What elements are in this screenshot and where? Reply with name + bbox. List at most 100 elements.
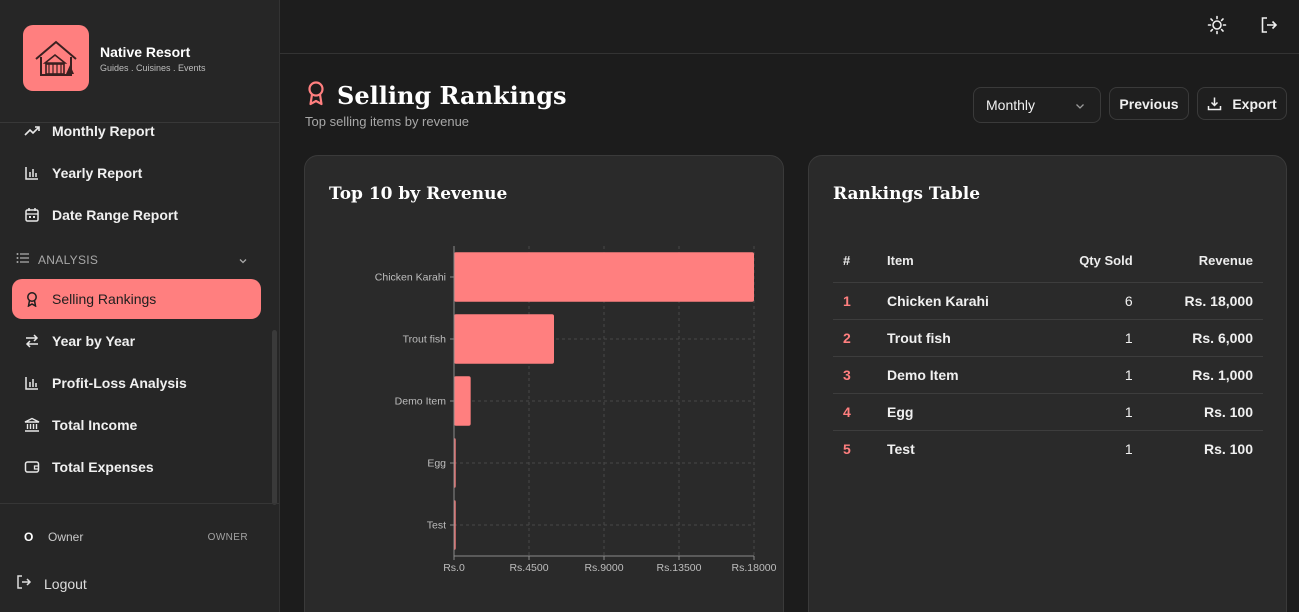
download-icon — [1207, 96, 1222, 111]
col-rank: # — [833, 240, 877, 283]
logout-button[interactable]: Logout — [16, 574, 87, 594]
previous-button-label: Previous — [1119, 95, 1179, 112]
sidebar-item-year-by-year[interactable]: Year by Year — [12, 321, 261, 361]
x-tick-label: Rs.0 — [443, 562, 465, 574]
rank-cell: 3 — [833, 356, 877, 394]
item-cell: Egg — [877, 393, 1043, 431]
brand-header: Native Resort Guides . Cuisines . Events — [0, 0, 279, 123]
table-row: 5 Test 1 Rs. 100 — [833, 430, 1263, 467]
sidebar-item-selling-rankings[interactable]: Selling Rankings — [12, 279, 261, 319]
table-header-row: # Item Qty Sold Revenue — [833, 240, 1263, 283]
bar — [454, 314, 554, 364]
col-revenue: Revenue — [1142, 240, 1263, 283]
sidebar: Native Resort Guides . Cuisines . Events… — [0, 0, 280, 612]
list-icon — [16, 251, 30, 269]
sidebar-item-label: Monthly Report — [52, 123, 155, 139]
brand-name: Native Resort — [100, 44, 191, 60]
table-row: 2 Trout fish 1 Rs. 6,000 — [833, 319, 1263, 357]
revenue-cell: Rs. 1,000 — [1142, 356, 1263, 394]
previous-button[interactable]: Previous — [1109, 87, 1189, 120]
y-tick-label: Demo Item — [395, 396, 447, 408]
table-row: 1 Chicken Karahi 6 Rs. 18,000 — [833, 282, 1263, 320]
avatar: O — [24, 530, 34, 544]
col-qty: Qty Sold — [1042, 240, 1143, 283]
resort-logo-icon — [23, 25, 89, 91]
rank-cell: 2 — [833, 319, 877, 357]
rank-cell: 1 — [833, 282, 877, 320]
chevron-down-icon — [238, 253, 248, 271]
section-label: ANALYSIS — [38, 253, 99, 267]
y-tick-label: Trout fish — [403, 334, 447, 346]
revenue-cell: Rs. 6,000 — [1142, 319, 1263, 357]
period-select[interactable]: Monthly — [973, 87, 1101, 123]
logout-icon — [16, 574, 32, 595]
sidebar-item-yearly-report[interactable]: Yearly Report — [12, 153, 261, 193]
chart-card: Top 10 by Revenue Chicken Karahi Trout fi… — [304, 155, 784, 612]
revenue-bar-chart: Chicken Karahi Trout fish Demo Item Egg Test… — [375, 246, 777, 574]
theme-toggle-button[interactable] — [1203, 13, 1231, 41]
sidebar-item-date-range-report[interactable]: Date Range Report — [12, 195, 261, 235]
brand-tagline: Guides . Cuisines . Events — [100, 63, 206, 73]
page-title: Selling Rankings — [337, 81, 567, 110]
export-button-label: Export — [1232, 95, 1277, 112]
award-icon — [305, 80, 327, 111]
item-cell: Trout fish — [877, 319, 1043, 357]
sidebar-item-monthly-report[interactable]: Monthly Report — [12, 111, 261, 151]
top-bar — [280, 0, 1299, 54]
qty-cell: 1 — [1042, 393, 1143, 431]
sidebar-item-label: Selling Rankings — [52, 291, 157, 307]
wallet-icon — [24, 459, 40, 475]
x-tick-label: Rs.4500 — [509, 562, 548, 574]
sidebar-divider — [0, 503, 279, 504]
y-tick-label: Test — [427, 520, 446, 532]
sidebar-item-label: Date Range Report — [52, 207, 179, 223]
sidebar-scrollbar[interactable] — [272, 330, 277, 505]
revenue-cell: Rs. 18,000 — [1142, 282, 1263, 320]
x-tick-label: Rs.18000 — [732, 562, 777, 574]
sidebar-item-label: Total Income — [52, 417, 138, 433]
sidebar-item-profit-loss-analysis[interactable]: Profit-Loss Analysis — [12, 363, 261, 403]
revenue-cell: Rs. 100 — [1142, 393, 1263, 431]
y-tick-label: Egg — [427, 458, 446, 470]
table-card-title: Rankings Table — [833, 184, 981, 204]
item-cell: Chicken Karahi — [877, 282, 1043, 320]
period-select-value: Monthly — [986, 97, 1036, 113]
bar — [454, 252, 754, 302]
qty-cell: 1 — [1042, 319, 1143, 357]
user-role-badge: OWNER — [207, 531, 248, 543]
chart-card-title: Top 10 by Revenue — [329, 184, 508, 204]
table-row: 4 Egg 1 Rs. 100 — [833, 393, 1263, 431]
sidebar-item-label: Total Expenses — [52, 459, 154, 475]
y-tick-label: Chicken Karahi — [375, 272, 446, 284]
chevron-down-icon — [1074, 99, 1086, 117]
page-subtitle: Top selling items by revenue — [305, 114, 470, 129]
sidebar-item-label: Year by Year — [52, 333, 136, 349]
qty-cell: 1 — [1124, 440, 1133, 457]
revenue-cell: Rs. 100 — [1203, 440, 1253, 457]
sidebar-item-total-income[interactable]: Total Income — [12, 405, 261, 445]
sun-icon — [1207, 15, 1227, 40]
user-profile[interactable]: O Owner OWNER — [24, 528, 248, 546]
page-title-wrap: Selling Rankings — [305, 80, 567, 111]
sidebar-section-analysis[interactable]: ANALYSIS — [16, 250, 248, 270]
logout-icon — [1259, 15, 1279, 40]
bar-chart-icon — [24, 165, 40, 181]
table-card: Rankings Table # Item Qty Sold Revenue 1… — [808, 155, 1287, 612]
calendar-icon — [24, 207, 40, 223]
sidebar-item-label: Profit-Loss Analysis — [52, 375, 187, 391]
award-icon — [24, 291, 40, 307]
col-item: Item — [877, 240, 1043, 283]
qty-cell: 6 — [1042, 282, 1143, 320]
rank-cell: 4 — [833, 393, 877, 431]
export-button[interactable]: Export — [1197, 87, 1287, 120]
item-cell: Demo Item — [877, 356, 1043, 394]
bar — [454, 376, 471, 426]
x-tick-label: Rs.13500 — [657, 562, 702, 574]
sidebar-item-total-expenses[interactable]: Total Expenses — [12, 447, 261, 487]
swap-icon — [24, 333, 40, 349]
user-name: Owner — [48, 530, 84, 544]
item-cell: Test — [887, 440, 915, 457]
header-logout-button[interactable] — [1255, 13, 1283, 41]
qty-cell: 1 — [1042, 356, 1143, 394]
